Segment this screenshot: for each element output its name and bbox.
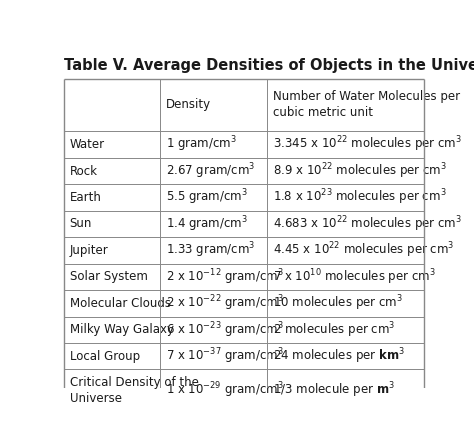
Text: Table V. Average Densities of Objects in the Universe.: Table V. Average Densities of Objects in… [64,58,474,73]
Text: Solar System: Solar System [70,270,147,283]
Text: 1.4 gram/cm$^3$: 1.4 gram/cm$^3$ [165,214,247,234]
Text: 3.345 x 10$^{22}$ molecules per cm$^3$: 3.345 x 10$^{22}$ molecules per cm$^3$ [273,135,462,154]
Text: 1 gram/cm$^3$: 1 gram/cm$^3$ [165,135,236,154]
Text: Sun: Sun [70,218,92,231]
Text: Molecular Clouds: Molecular Clouds [70,297,171,310]
Text: 2 molecules per cm$^3$: 2 molecules per cm$^3$ [273,320,395,340]
Text: 2.67 gram/cm$^3$: 2.67 gram/cm$^3$ [165,161,255,181]
Text: 8.9 x 10$^{22}$ molecules per cm$^3$: 8.9 x 10$^{22}$ molecules per cm$^3$ [273,161,447,181]
Text: Density: Density [165,99,211,112]
Text: 1.8 x 10$^{23}$ molecules per cm$^3$: 1.8 x 10$^{23}$ molecules per cm$^3$ [273,188,447,208]
Text: 10 molecules per cm$^3$: 10 molecules per cm$^3$ [273,293,403,313]
Text: 7 x 10$^{10}$ molecules per cm$^3$: 7 x 10$^{10}$ molecules per cm$^3$ [273,267,436,287]
Text: 5.5 gram/cm$^3$: 5.5 gram/cm$^3$ [165,188,247,208]
Text: 1 x 10$^{-29}$ gram/cm$^3$: 1 x 10$^{-29}$ gram/cm$^3$ [165,381,283,400]
Text: 7 x 10$^{-37}$ gram/cm$^3$: 7 x 10$^{-37}$ gram/cm$^3$ [165,347,283,366]
Text: Rock: Rock [70,164,98,177]
Text: Local Group: Local Group [70,350,140,363]
Text: Water: Water [70,138,105,151]
Text: Earth: Earth [70,191,101,204]
Text: 4.45 x 10$^{22}$ molecules per cm$^3$: 4.45 x 10$^{22}$ molecules per cm$^3$ [273,241,454,260]
Text: 6 x 10$^{-23}$ gram/cm$^3$: 6 x 10$^{-23}$ gram/cm$^3$ [165,320,283,340]
Text: Jupiter: Jupiter [70,244,108,257]
Text: 1/3 molecule per $\mathbf{m}^3$: 1/3 molecule per $\mathbf{m}^3$ [273,381,395,400]
Text: 4.683 x 10$^{22}$ molecules per cm$^3$: 4.683 x 10$^{22}$ molecules per cm$^3$ [273,214,462,234]
Text: 24 molecules per $\mathbf{km}^3$: 24 molecules per $\mathbf{km}^3$ [273,347,405,366]
Text: 2 x 10$^{-22}$ gram/cm$^3$: 2 x 10$^{-22}$ gram/cm$^3$ [165,293,283,313]
Text: Number of Water Molecules per
cubic metric unit: Number of Water Molecules per cubic metr… [273,90,460,119]
Text: 2 x 10$^{-12}$ gram/cm$^3$: 2 x 10$^{-12}$ gram/cm$^3$ [165,267,283,287]
Text: Milky Way Galaxy: Milky Way Galaxy [70,324,173,336]
Text: 1.33 gram/cm$^3$: 1.33 gram/cm$^3$ [165,241,255,260]
Text: Critical Density of the
Universe: Critical Density of the Universe [70,376,199,405]
